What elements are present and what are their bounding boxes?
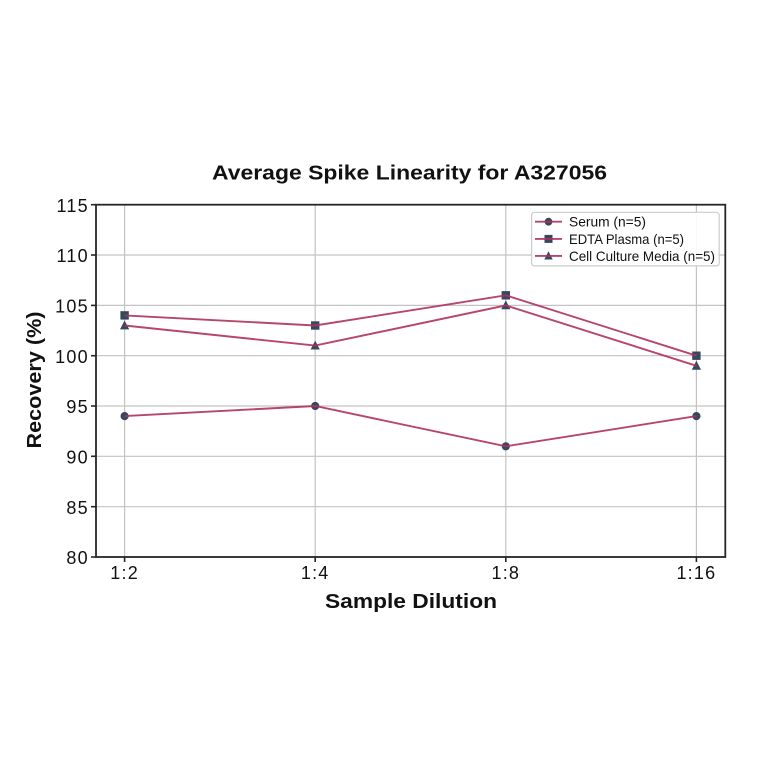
svg-text:EDTA Plasma (n=5): EDTA Plasma (n=5) bbox=[569, 231, 684, 247]
svg-text:90: 90 bbox=[66, 448, 88, 468]
svg-text:Average Spike Linearity for A3: Average Spike Linearity for A327056 bbox=[212, 163, 607, 185]
svg-text:Recovery (%): Recovery (%) bbox=[24, 312, 46, 449]
svg-text:105: 105 bbox=[55, 297, 89, 317]
svg-text:80: 80 bbox=[66, 548, 88, 568]
svg-text:85: 85 bbox=[66, 498, 88, 518]
svg-text:115: 115 bbox=[57, 196, 89, 216]
svg-text:110: 110 bbox=[57, 246, 89, 266]
svg-text:1:16: 1:16 bbox=[676, 563, 716, 583]
svg-text:100: 100 bbox=[55, 347, 89, 367]
svg-text:Serum (n=5): Serum (n=5) bbox=[569, 214, 646, 230]
svg-text:1:2: 1:2 bbox=[110, 563, 139, 583]
svg-text:Sample Dilution: Sample Dilution bbox=[325, 591, 497, 613]
svg-text:Cell Culture Media (n=5): Cell Culture Media (n=5) bbox=[569, 248, 715, 264]
svg-text:95: 95 bbox=[66, 397, 88, 417]
svg-text:1:8: 1:8 bbox=[491, 563, 520, 583]
svg-text:1:4: 1:4 bbox=[301, 563, 330, 583]
